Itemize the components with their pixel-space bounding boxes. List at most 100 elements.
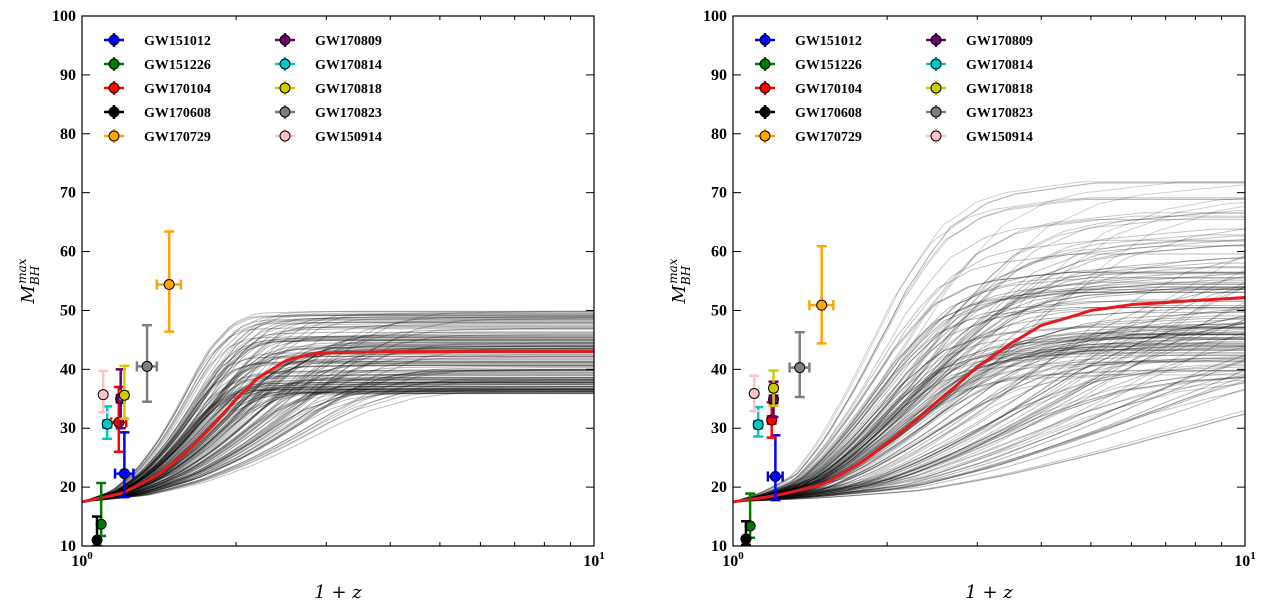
legend-label: GW170814 [315, 58, 382, 73]
y-tick-label: 90 [60, 67, 76, 84]
legend-item-gw170104: GW170104 [104, 81, 211, 97]
legend-label: GW170809 [966, 34, 1033, 49]
point-gw170104 [767, 402, 777, 437]
legend-marker [931, 131, 941, 141]
legend-marker [931, 35, 941, 45]
legend-label: GW170823 [315, 106, 382, 121]
legend: GW151012 GW151226 GW170104 GW170608 GW170729… [755, 33, 1033, 145]
point-gw170729 [809, 246, 833, 343]
data-point-marker [92, 535, 102, 545]
legend-label: GW170729 [795, 130, 862, 145]
x-tick-label: 100 [722, 550, 744, 570]
legend-label: GW170608 [144, 106, 211, 121]
legend-item-gw151012: GW151012 [104, 33, 211, 49]
data-point-marker [770, 472, 780, 482]
data-point-marker [749, 388, 759, 398]
y-tick-label: 60 [60, 244, 76, 261]
legend-item-gw170729: GW170729 [755, 129, 862, 145]
legend-label: GW170823 [966, 106, 1033, 121]
legend-marker [109, 131, 119, 141]
legend: GW151012 GW151226 GW170104 GW170608 GW170729… [104, 33, 382, 145]
legend-marker [760, 131, 770, 141]
sample-curves [733, 182, 1245, 502]
legend-label: GW170729 [144, 130, 211, 145]
legend-marker [280, 59, 290, 69]
legend-marker [931, 83, 941, 93]
point-gw170729 [157, 232, 181, 332]
y-tick-label: 100 [703, 8, 727, 25]
legend-item-gw150914: GW150914 [275, 129, 382, 145]
legend-marker [280, 131, 290, 141]
y-tick-label: 50 [711, 302, 727, 319]
legend-label: GW170104 [795, 82, 862, 97]
y-tick-label: 30 [60, 420, 76, 437]
data-point-marker [98, 390, 108, 400]
chart-panel-2: 10 20 30 40 50 60 70 80 90 100 100 101 1 + z MBHmax GW… [666, 8, 1256, 603]
legend-item-gw151226: GW151226 [104, 57, 211, 73]
legend-marker [931, 107, 941, 117]
legend-label: GW170814 [966, 58, 1033, 73]
data-point-marker [795, 363, 805, 373]
chart-panel-1: 102030405060708090100100 1011 + zMBHmaxGW… [15, 8, 605, 603]
sample-curve [82, 365, 594, 502]
legend-label: GW150914 [315, 130, 382, 145]
y-tick-label: 50 [60, 302, 76, 319]
data-point-marker [741, 534, 751, 544]
legend-item-gw170823: GW170823 [275, 105, 382, 121]
legend-item-gw170608: GW170608 [104, 105, 211, 121]
legend-marker [760, 35, 770, 45]
y-tick-label: 70 [60, 185, 76, 202]
plot-area [82, 232, 594, 546]
y-tick-label: 40 [711, 361, 727, 378]
legend-item-gw170608: GW170608 [755, 105, 862, 121]
x-axis-label: 1 + z [965, 582, 1013, 603]
x-tick-label: 101 [1234, 550, 1256, 570]
y-axis-label-text: MBHmax [15, 258, 42, 304]
legend-marker [109, 35, 119, 45]
y-axis-label: MBHmax [15, 258, 42, 304]
data-point-marker [817, 300, 827, 310]
legend-item-gw170104: GW170104 [755, 81, 862, 97]
legend-marker [931, 59, 941, 69]
legend-marker [109, 59, 119, 69]
legend-marker [280, 83, 290, 93]
legend-item-gw170814: GW170814 [926, 57, 1033, 73]
data-point-marker [119, 390, 129, 400]
legend-marker [760, 107, 770, 117]
y-tick-label: 80 [711, 126, 727, 143]
legend-item-gw170814: GW170814 [275, 57, 382, 73]
legend-marker [280, 107, 290, 117]
legend-item-gw170818: GW170818 [926, 81, 1033, 97]
y-tick-label: 40 [60, 361, 76, 378]
data-point-marker [102, 419, 112, 429]
y-tick-label: 20 [711, 479, 727, 496]
legend-label: GW170818 [315, 82, 382, 97]
legend-marker [109, 107, 119, 117]
point-gw170823 [137, 325, 157, 402]
y-axis-label: MBHmax [666, 258, 693, 304]
legend-item-gw170818: GW170818 [275, 81, 382, 97]
data-point-marker [753, 420, 763, 430]
legend-item-gw170809: GW170809 [275, 33, 382, 49]
legend-item-gw170823: GW170823 [926, 105, 1033, 121]
legend-marker [280, 35, 290, 45]
legend-label: GW170608 [795, 106, 862, 121]
data-point-marker [119, 469, 129, 479]
y-tick-label: 100 [52, 8, 76, 25]
legend-marker [109, 83, 119, 93]
legend-label: GW151226 [144, 58, 211, 73]
data-point-marker [164, 280, 174, 290]
y-tick-label: 30 [711, 420, 727, 437]
legend-item-gw150914: GW150914 [926, 129, 1033, 145]
legend-item-gw170729: GW170729 [104, 129, 211, 145]
point-gw170823 [790, 332, 810, 397]
legend-label: GW151226 [795, 58, 862, 73]
legend-label: GW151012 [144, 34, 211, 49]
legend-label: GW151012 [795, 34, 862, 49]
plot-area [733, 182, 1245, 545]
legend-label: GW170818 [966, 82, 1033, 97]
legend-label: GW170104 [144, 82, 211, 97]
legend-marker [760, 83, 770, 93]
y-tick-label: 70 [711, 185, 727, 202]
legend-item-gw170809: GW170809 [926, 33, 1033, 49]
